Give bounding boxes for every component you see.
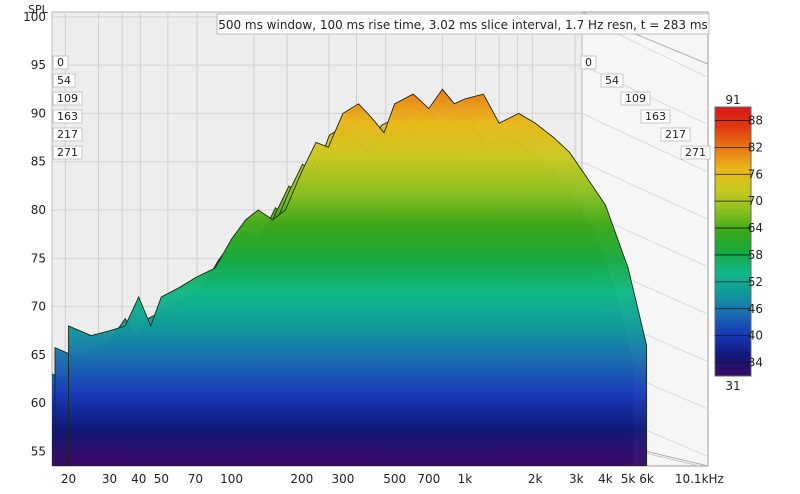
x-tick-label: 20 (61, 472, 76, 486)
color-scale-tick-label: 40 (748, 329, 763, 343)
x-tick-label: 50 (154, 472, 169, 486)
time-label-left: 217 (57, 128, 78, 141)
time-label-left: 54 (57, 74, 71, 87)
color-scale-tick-label: 82 (748, 140, 763, 154)
grid-line-side (581, 161, 708, 220)
time-label-right: 54 (605, 74, 619, 87)
y-tick-label: 80 (31, 203, 46, 217)
color-scale-tick-label: 34 (748, 356, 763, 370)
color-scale-max: 91 (725, 93, 740, 107)
color-scale-tick-label: 70 (748, 194, 763, 208)
chart-title-box (216, 13, 710, 35)
color-scale-tick-label: 76 (748, 167, 763, 181)
time-label-box (52, 73, 76, 88)
y-tick-label: 65 (31, 348, 46, 362)
x-tick-label: 1k (458, 472, 473, 486)
x-tick-label: 70 (188, 472, 203, 486)
time-label-right: 0 (585, 56, 592, 69)
color-scale-tick-label: 88 (748, 113, 763, 127)
color-scale-tick-label: 46 (748, 302, 763, 316)
x-tick-label: 40 (131, 472, 146, 486)
x-tick-label: 10.1kHz (675, 472, 724, 486)
time-label-box (52, 91, 83, 106)
color-scale-tick-label: 64 (748, 221, 763, 235)
time-label-left: 271 (57, 146, 78, 159)
x-axis: 20 30 40 50 70 100 200 300 500 700 1k 2k 3k 4k 5k 6k 10.… (61, 472, 724, 486)
time-label-right: 163 (645, 110, 666, 123)
y-tick-label: 60 (31, 396, 46, 410)
color-scale-tick-label: 58 (748, 248, 763, 262)
time-axis-labels: 0 0 54 54 109 109 163 163 217 217 271 271 (52, 55, 711, 160)
time-label-left: 0 (57, 56, 64, 69)
y-tick-label: 100 (23, 10, 46, 24)
color-scale-bar: 91 31 88 82 76 70 64 58 52 46 40 34 (714, 93, 763, 393)
time-label-box (620, 91, 651, 106)
y-tick-label: 55 (31, 445, 46, 459)
y-tick-label: 90 (31, 106, 46, 120)
time-label-box (640, 109, 671, 124)
color-scale-min: 31 (725, 379, 740, 393)
color-scale-gradient (714, 106, 752, 377)
time-label-box (600, 73, 624, 88)
waterfall-surface (52, 88, 648, 466)
time-label-box (52, 55, 69, 70)
x-tick-label: 500 (383, 472, 406, 486)
x-tick-label: 300 (331, 472, 354, 486)
x-tick-label: 100 (220, 472, 243, 486)
x-tick-label: 200 (290, 472, 313, 486)
time-label-left: 163 (57, 110, 78, 123)
time-label-box (52, 109, 83, 124)
x-tick-label: 3k (569, 472, 584, 486)
time-label-right: 217 (665, 128, 686, 141)
grid-line-side (581, 112, 708, 173)
waterfall-slice (68, 88, 648, 466)
chart-title: 500 ms window, 100 ms rise time, 3.02 ms… (218, 18, 708, 32)
x-tick-label: 700 (417, 472, 440, 486)
time-label-box (52, 127, 83, 142)
x-tick-label: 5k (621, 472, 636, 486)
time-label-box (52, 145, 83, 160)
y-tick-label: 70 (31, 300, 46, 314)
time-label-box (580, 55, 597, 70)
y-axis: 55 60 65 70 75 80 85 90 95 100 (23, 10, 46, 459)
x-tick-label: 6k (639, 472, 654, 486)
x-tick-label: 30 (102, 472, 117, 486)
time-label-box (680, 145, 711, 160)
y-axis-label: SPL (28, 3, 49, 16)
color-scale-tick-label: 52 (748, 275, 763, 289)
y-tick-label: 75 (31, 251, 46, 265)
y-tick-label: 95 (31, 58, 46, 72)
time-label-left: 109 (57, 92, 78, 105)
time-label-right: 271 (685, 146, 706, 159)
time-label-box (660, 127, 691, 142)
y-tick-label: 85 (31, 155, 46, 169)
time-label-right: 109 (625, 92, 646, 105)
x-tick-label: 4k (598, 472, 613, 486)
x-tick-label: 2k (528, 472, 543, 486)
